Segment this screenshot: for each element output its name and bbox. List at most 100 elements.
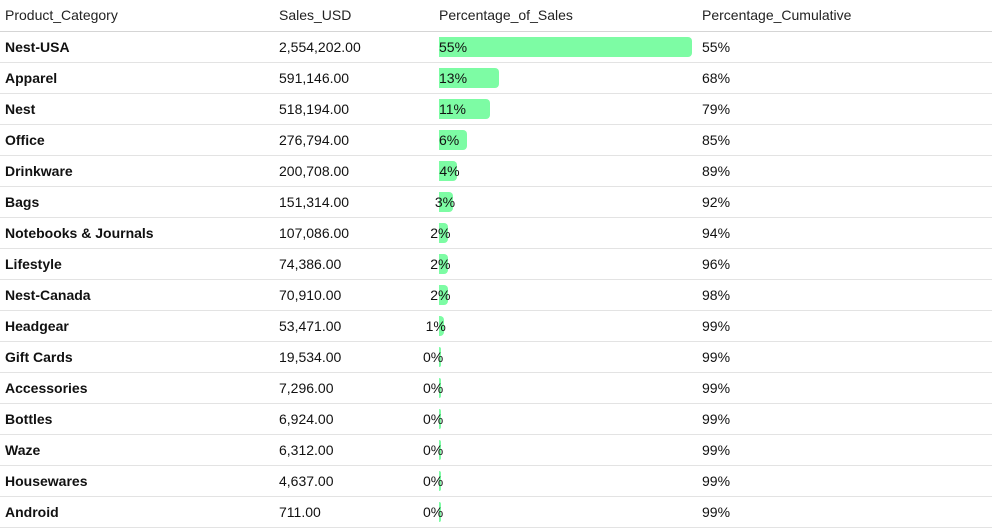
percentage-bar [439, 440, 441, 460]
cell-product-category: Headgear [5, 318, 69, 334]
cell-percentage-of-sales: 3% [435, 187, 699, 217]
table-row: Housewares 4,637.00 0% 99% [0, 466, 992, 497]
percentage-bar [439, 316, 444, 336]
cell-sales-usd: 70,910.00 [279, 287, 342, 303]
table-row: Lifestyle 74,386.00 2% 96% [0, 249, 992, 280]
cell-sales-usd: 591,146.00 [279, 70, 350, 86]
cell-product-category: Nest [5, 101, 36, 117]
cell-percentage-of-sales: 0% [423, 342, 699, 372]
percentage-label: 11% [439, 101, 466, 117]
percentage-bar [439, 192, 453, 212]
cell-percentage-cumulative: 99% [702, 349, 731, 365]
percentage-label: 4% [439, 163, 460, 179]
percentage-label: 0% [423, 380, 444, 396]
cell-sales-usd: 151,314.00 [279, 194, 350, 210]
cell-percentage-of-sales: 0% [423, 435, 699, 465]
percentage-bar [439, 68, 499, 88]
cell-percentage-of-sales: 2% [430, 280, 699, 310]
percentage-bar [439, 99, 490, 119]
table-header: Product_Category Sales_USD Percentage_of… [0, 0, 992, 32]
cell-sales-usd: 6,924.00 [279, 411, 334, 427]
cell-product-category: Gift Cards [5, 349, 73, 365]
percentage-bar [439, 130, 467, 150]
cell-percentage-cumulative: 94% [702, 225, 731, 241]
header-sales-usd[interactable]: Sales_USD [279, 7, 352, 23]
header-product-category[interactable]: Product_Category [5, 7, 118, 23]
cell-product-category: Drinkware [5, 163, 73, 179]
cell-percentage-cumulative: 96% [702, 256, 731, 272]
cell-sales-usd: 2,554,202.00 [279, 39, 361, 55]
percentage-bar [439, 37, 692, 57]
percentage-label: 0% [423, 504, 444, 520]
table-row: Nest-USA 2,554,202.00 55% 55% [0, 32, 992, 63]
table-row: Office 276,794.00 6% 85% [0, 125, 992, 156]
cell-product-category: Accessories [5, 380, 88, 396]
percentage-bar [439, 285, 449, 305]
cell-sales-usd: 276,794.00 [279, 132, 350, 148]
cell-percentage-cumulative: 92% [702, 194, 731, 210]
cell-percentage-of-sales: 2% [430, 218, 699, 248]
percentage-label: 0% [423, 411, 444, 427]
cell-percentage-of-sales: 0% [423, 497, 699, 527]
cell-product-category: Apparel [5, 70, 58, 86]
header-percentage-of-sales[interactable]: Percentage_of_Sales [439, 7, 573, 23]
table-row: Android 711.00 0% 99% [0, 497, 992, 528]
percentage-label: 13% [439, 70, 468, 86]
percentage-bar [439, 409, 441, 429]
percentage-label: 0% [423, 473, 444, 489]
cell-sales-usd: 518,194.00 [279, 101, 350, 117]
cell-percentage-of-sales: 13% [439, 63, 699, 93]
table-row: Bottles 6,924.00 0% 99% [0, 404, 992, 435]
percentage-label: 3% [434, 194, 456, 210]
cell-product-category: Bottles [5, 411, 53, 427]
percentage-label: 55% [439, 39, 468, 55]
cell-percentage-of-sales: 4% [439, 156, 699, 186]
percentage-bar [439, 161, 458, 181]
cell-percentage-cumulative: 99% [702, 411, 731, 427]
cell-percentage-cumulative: 89% [702, 163, 731, 179]
percentage-bar [439, 223, 449, 243]
table-row: Bags 151,314.00 3% 92% [0, 187, 992, 218]
percentage-bar [439, 254, 449, 274]
cell-sales-usd: 6,312.00 [279, 442, 334, 458]
cell-sales-usd: 19,534.00 [279, 349, 342, 365]
cell-percentage-of-sales: 1% [426, 311, 699, 341]
cell-percentage-cumulative: 55% [702, 39, 731, 55]
table-row: Accessories 7,296.00 0% 99% [0, 373, 992, 404]
cell-percentage-of-sales: 11% [439, 94, 699, 124]
cell-percentage-cumulative: 99% [702, 473, 731, 489]
cell-sales-usd: 200,708.00 [279, 163, 350, 179]
cell-product-category: Waze [5, 442, 41, 458]
cell-sales-usd: 74,386.00 [279, 256, 342, 272]
percentage-label: 1% [425, 318, 446, 334]
percentage-label: 0% [423, 442, 444, 458]
cell-percentage-of-sales: 0% [423, 373, 699, 403]
cell-sales-usd: 53,471.00 [279, 318, 342, 334]
percentage-label: 6% [439, 132, 460, 148]
cell-percentage-cumulative: 99% [702, 318, 731, 334]
cell-sales-usd: 7,296.00 [279, 380, 334, 396]
cell-percentage-cumulative: 99% [702, 442, 731, 458]
cell-percentage-of-sales: 0% [423, 466, 699, 496]
cell-product-category: Android [5, 504, 59, 520]
table-body: Nest-USA 2,554,202.00 55% 55% Apparel 591,146… [0, 32, 992, 528]
table-row: Drinkware 200,708.00 4% 89% [0, 156, 992, 187]
percentage-bar [439, 347, 441, 367]
cell-product-category: Nest-Canada [5, 287, 91, 303]
cell-percentage-cumulative: 79% [702, 101, 731, 117]
percentage-label: 0% [423, 349, 444, 365]
table-row: Nest-Canada 70,910.00 2% 98% [0, 280, 992, 311]
cell-percentage-of-sales: 2% [430, 249, 699, 279]
table-row: Gift Cards 19,534.00 0% 99% [0, 342, 992, 373]
percentage-bar [439, 502, 441, 522]
cell-product-category: Office [5, 132, 45, 148]
cell-product-category: Notebooks & Journals [5, 225, 154, 241]
cell-percentage-of-sales: 0% [423, 404, 699, 434]
cell-percentage-cumulative: 68% [702, 70, 731, 86]
cell-percentage-cumulative: 99% [702, 504, 731, 520]
table-row: Notebooks & Journals 107,086.00 2% 94% [0, 218, 992, 249]
cell-sales-usd: 4,637.00 [279, 473, 334, 489]
header-percentage-cumulative[interactable]: Percentage_Cumulative [702, 7, 852, 23]
cell-product-category: Housewares [5, 473, 88, 489]
